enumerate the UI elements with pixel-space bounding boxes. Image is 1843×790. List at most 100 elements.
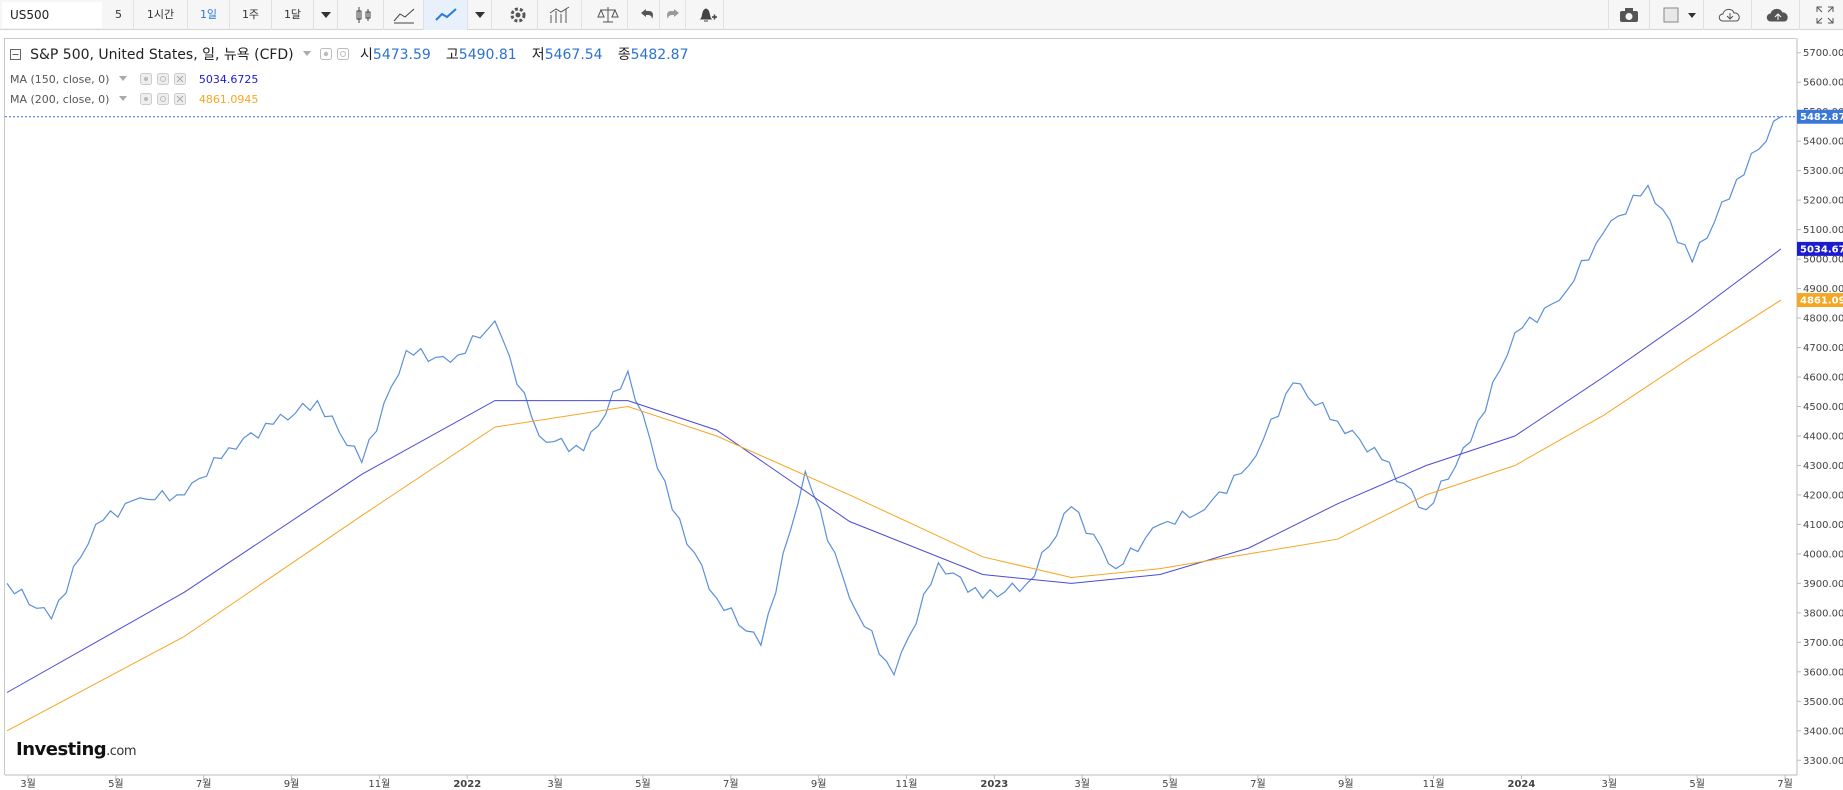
open-label: 시: [360, 47, 373, 63]
y-tick-label: 3900.00: [1803, 579, 1843, 590]
alert-button[interactable]: [690, 0, 724, 30]
ma150-value: 5034.6725: [198, 73, 259, 86]
chevron-down-icon: [320, 12, 331, 18]
last-price-badge: [1797, 109, 1843, 124]
gear-icon: [510, 7, 525, 23]
x-tick-label: 11월: [1423, 778, 1445, 790]
x-tick-label: 2024: [1508, 779, 1536, 790]
cloud-download-button[interactable]: [1708, 0, 1752, 30]
interval-1d[interactable]: 1일: [188, 0, 230, 30]
undo-button[interactable]: [634, 0, 660, 30]
cloud-upload-button[interactable]: [1756, 0, 1800, 30]
chevron-down-icon: [474, 12, 485, 18]
close-label: 종: [617, 47, 631, 63]
y-tick-label: 4500.00: [1803, 402, 1843, 413]
y-tick-label: 5300.00: [1803, 166, 1843, 177]
x-tick-label: 7월: [196, 778, 212, 790]
cloud-upload-icon: [1766, 8, 1788, 22]
chevron-down-icon[interactable]: [302, 51, 311, 56]
fullscreen-button[interactable]: [1806, 0, 1843, 30]
y-tick-label: 5700.00: [1803, 48, 1843, 59]
y-tick-label: 5000.00: [1803, 255, 1843, 266]
y-tick-label: 3500.00: [1803, 697, 1843, 708]
area-type-button[interactable]: [384, 0, 424, 30]
y-tick-label: 4400.00: [1803, 431, 1843, 442]
indicators-icon: [549, 6, 569, 23]
chart-type-dropdown[interactable]: [468, 0, 492, 30]
interval-1m[interactable]: 1달: [272, 0, 314, 30]
legend-title: S&P 500, United States, 일, 뉴욕 (CFD): [30, 47, 294, 63]
indicators-button[interactable]: [538, 0, 582, 30]
redo-icon: [666, 9, 679, 19]
x-tick-label: 11월: [368, 778, 390, 790]
ma150-series-line: [6, 248, 1782, 693]
x-tick-label: 11월: [896, 778, 918, 790]
line-type-button[interactable]: [424, 0, 468, 30]
interval-1w[interactable]: 1주: [230, 0, 272, 30]
area-chart-icon: [393, 8, 414, 24]
more-intervals-button[interactable]: [314, 0, 338, 30]
settings-small-icon[interactable]: [336, 48, 349, 60]
line-chart-icon: [434, 8, 457, 21]
legend-ma200: MA (200, close, 0) 4861.0945: [10, 88, 258, 107]
y-tick-label: 5400.00: [1803, 137, 1843, 148]
x-tick-label: 3월: [547, 778, 563, 790]
close-icon[interactable]: [173, 93, 186, 105]
x-tick-label: 2023: [980, 779, 1008, 790]
x-tick-label: 9월: [284, 778, 300, 790]
ma150-badge-label: 5034.67: [1800, 244, 1843, 255]
candlestick-icon: [356, 7, 370, 23]
x-tick-label: 9월: [811, 778, 827, 790]
redo-button[interactable]: [660, 0, 686, 30]
x-tick-label: 5월: [108, 778, 124, 790]
chevron-down-icon[interactable]: [118, 96, 127, 101]
eye-icon[interactable]: [319, 48, 332, 60]
ma200-value: 4861.0945: [198, 93, 259, 106]
ma200-badge: [1797, 293, 1843, 308]
x-tick-label: 5월: [1162, 778, 1178, 790]
screenshot-button[interactable]: [1608, 0, 1650, 30]
x-tick-label: 7월: [1250, 778, 1266, 790]
y-tick-label: 4800.00: [1803, 314, 1843, 325]
y-tick-label: 3600.00: [1803, 667, 1843, 678]
x-tick-label: 9월: [1338, 778, 1354, 790]
close-icon[interactable]: [173, 73, 186, 85]
settings-button[interactable]: [498, 0, 538, 30]
y-tick-label: 4200.00: [1803, 490, 1843, 501]
undo-icon: [640, 9, 653, 19]
ma200-badge-label: 4861.09: [1800, 296, 1843, 307]
y-tick-label: 4600.00: [1803, 373, 1843, 384]
y-tick-label: 3700.00: [1803, 638, 1843, 649]
bell-plus-icon: [699, 8, 717, 22]
eye-icon[interactable]: [139, 73, 152, 85]
y-tick-label: 3800.00: [1803, 608, 1843, 619]
investing-logo: Investing.com: [16, 739, 137, 760]
settings-small-icon[interactable]: [156, 73, 169, 85]
high-value: 5490.81: [458, 47, 517, 63]
chevron-down-icon[interactable]: [118, 76, 127, 81]
collapse-icon[interactable]: [10, 49, 21, 60]
candlestick-type-button[interactable]: [344, 0, 384, 30]
x-tick-label: 3월: [20, 778, 36, 790]
close-value: 5482.87: [630, 47, 689, 63]
price-series-line: [6, 116, 1782, 677]
interval-1h[interactable]: 1시간: [134, 0, 188, 30]
cloud-download-icon: [1718, 8, 1740, 22]
low-label: 저: [531, 47, 545, 63]
ma200-series-line: [6, 299, 1782, 732]
y-tick-label: 3300.00: [1803, 756, 1843, 767]
legend-main: S&P 500, United States, 일, 뉴욕 (CFD) 시547…: [10, 44, 688, 64]
symbol-input[interactable]: [2, 2, 102, 28]
eye-icon[interactable]: [139, 93, 152, 105]
camera-icon: [1620, 8, 1638, 22]
compare-button[interactable]: [588, 0, 628, 30]
low-value: 5467.54: [544, 47, 603, 63]
chart-frame: [4, 38, 1796, 775]
y-tick-label: 4300.00: [1803, 461, 1843, 472]
y-tick-label: 5200.00: [1803, 196, 1843, 207]
settings-small-icon[interactable]: [156, 93, 169, 105]
y-tick-label: 4900.00: [1803, 284, 1843, 295]
interval-5[interactable]: 5: [104, 0, 134, 30]
color-picker-button[interactable]: [1656, 0, 1704, 30]
